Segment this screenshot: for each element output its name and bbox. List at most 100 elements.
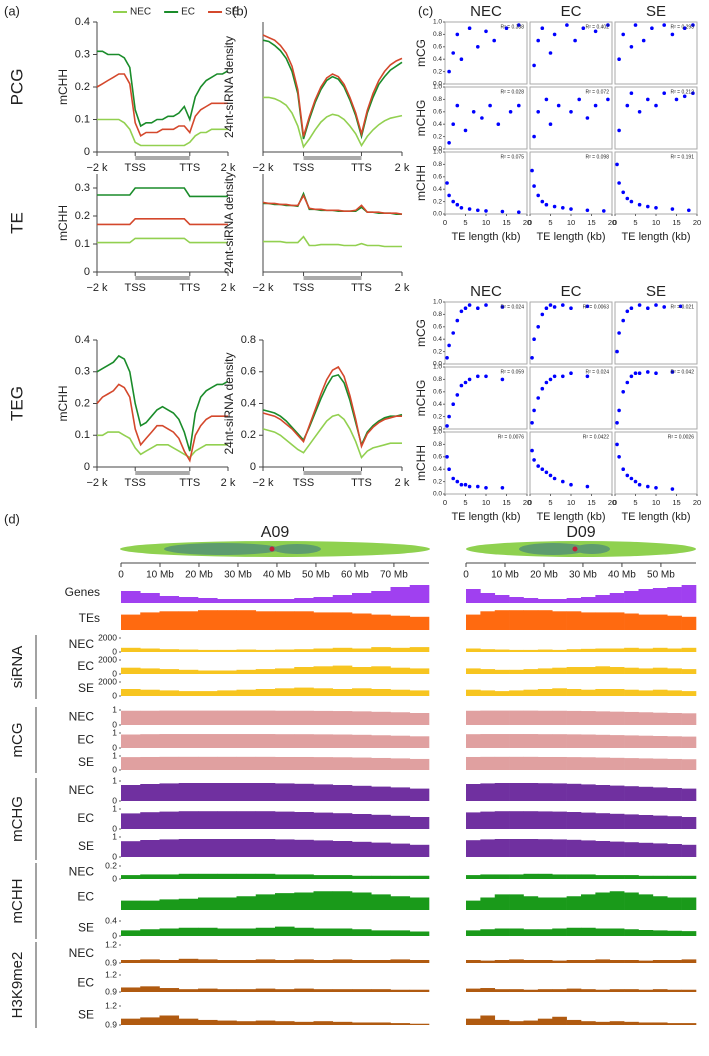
- track-bar: [217, 670, 237, 674]
- x-tick-label: −2 k: [252, 477, 274, 489]
- y-axis-label: 24nt-siRNA density: [222, 36, 236, 138]
- track-bar: [667, 648, 682, 652]
- track-bar: [624, 960, 639, 963]
- column-header: NEC: [470, 3, 502, 20]
- track-bar: [217, 897, 237, 910]
- track-bar: [624, 989, 639, 992]
- track-bar: [466, 988, 481, 992]
- point: [530, 356, 534, 360]
- point: [625, 196, 630, 201]
- x-tick-label: 20: [693, 498, 701, 507]
- annotation: R² = 0.0026: [668, 434, 694, 440]
- series-line: [97, 187, 228, 198]
- track-label: SE: [78, 921, 94, 935]
- track-bar: [566, 757, 582, 770]
- y-tick-label: 0.4: [433, 121, 442, 128]
- track-bar: [121, 757, 141, 770]
- track-bar: [581, 757, 596, 770]
- x-tick-label: 2 k: [221, 162, 236, 174]
- y-tick-label: 0: [112, 795, 117, 805]
- track-bar: [667, 1023, 682, 1025]
- track-bar: [552, 874, 567, 879]
- track-bar: [466, 668, 481, 674]
- track-bar: [313, 960, 334, 963]
- point: [451, 476, 456, 481]
- track-bar: [371, 647, 391, 652]
- track-bar: [494, 610, 510, 630]
- row-label: PCG: [7, 69, 26, 106]
- track-bar: [313, 710, 334, 725]
- track-bar: [352, 989, 372, 992]
- track-bar: [480, 710, 496, 725]
- point: [629, 374, 634, 379]
- track-bar: [667, 930, 682, 936]
- track-bar: [236, 669, 257, 674]
- x-tick-label: −2 k: [86, 282, 108, 294]
- y-tick-label: 2000: [98, 676, 117, 686]
- track-bar: [198, 959, 218, 963]
- y-tick-label: 0.6: [433, 389, 442, 396]
- panel-frame: [614, 366, 698, 430]
- track-bar: [178, 958, 199, 963]
- point: [637, 482, 642, 487]
- track-bar: [466, 930, 481, 936]
- series-line: [262, 193, 403, 215]
- x-tick-label: 15: [502, 218, 510, 227]
- point: [467, 26, 472, 31]
- point: [629, 199, 634, 204]
- track-bar: [480, 1015, 496, 1025]
- track-bar: [595, 757, 611, 770]
- track-bar: [638, 589, 654, 603]
- track-bar: [681, 585, 697, 603]
- y-tick-label: 0.8: [433, 311, 442, 318]
- track-bar: [537, 873, 553, 879]
- track-bar: [294, 783, 314, 801]
- track-bar: [581, 784, 596, 801]
- x-tick-label: 5: [463, 218, 467, 227]
- point: [650, 26, 654, 31]
- point: [569, 110, 573, 114]
- track-bar: [638, 735, 654, 748]
- track-bar: [509, 783, 524, 801]
- y-tick-label: 1: [112, 803, 117, 813]
- gene-body-bar: [135, 471, 190, 475]
- track-bar: [624, 613, 639, 630]
- track-bar: [566, 783, 582, 801]
- track-bar: [255, 927, 276, 936]
- track-bar: [178, 669, 199, 674]
- y-axis-label: mCHH: [56, 386, 70, 422]
- track-bar: [494, 649, 510, 652]
- track-bar: [566, 927, 582, 936]
- track-bar: [509, 874, 524, 879]
- track-bar: [178, 734, 199, 748]
- track-bar: [480, 649, 496, 652]
- track-bar: [466, 689, 481, 696]
- track-bar: [552, 756, 567, 770]
- gene-body-bar: [135, 156, 190, 160]
- track-bar: [652, 843, 668, 857]
- track-bar: [121, 667, 141, 674]
- track-bar: [466, 710, 481, 725]
- track-bar: [409, 989, 430, 992]
- track-bar: [566, 988, 582, 992]
- track-bar: [581, 1021, 596, 1025]
- x-tick-label: 30 Mb: [569, 570, 597, 581]
- track-bar: [313, 928, 334, 936]
- track-bar: [178, 1018, 199, 1025]
- x-tick-label: 20: [608, 498, 616, 507]
- track-bar: [509, 839, 524, 857]
- chromosome-name: A09: [261, 524, 290, 541]
- track-bar: [652, 758, 668, 770]
- track-bar: [198, 811, 218, 829]
- track-bar: [509, 1021, 524, 1025]
- track-bar: [652, 736, 668, 748]
- track-bar: [566, 649, 582, 652]
- track-bar: [390, 689, 411, 696]
- point: [484, 303, 488, 307]
- track-bar: [624, 786, 639, 801]
- point: [530, 168, 534, 173]
- track-bar: [638, 875, 654, 879]
- y-tick-label: 0.4: [433, 466, 442, 473]
- point: [569, 482, 573, 487]
